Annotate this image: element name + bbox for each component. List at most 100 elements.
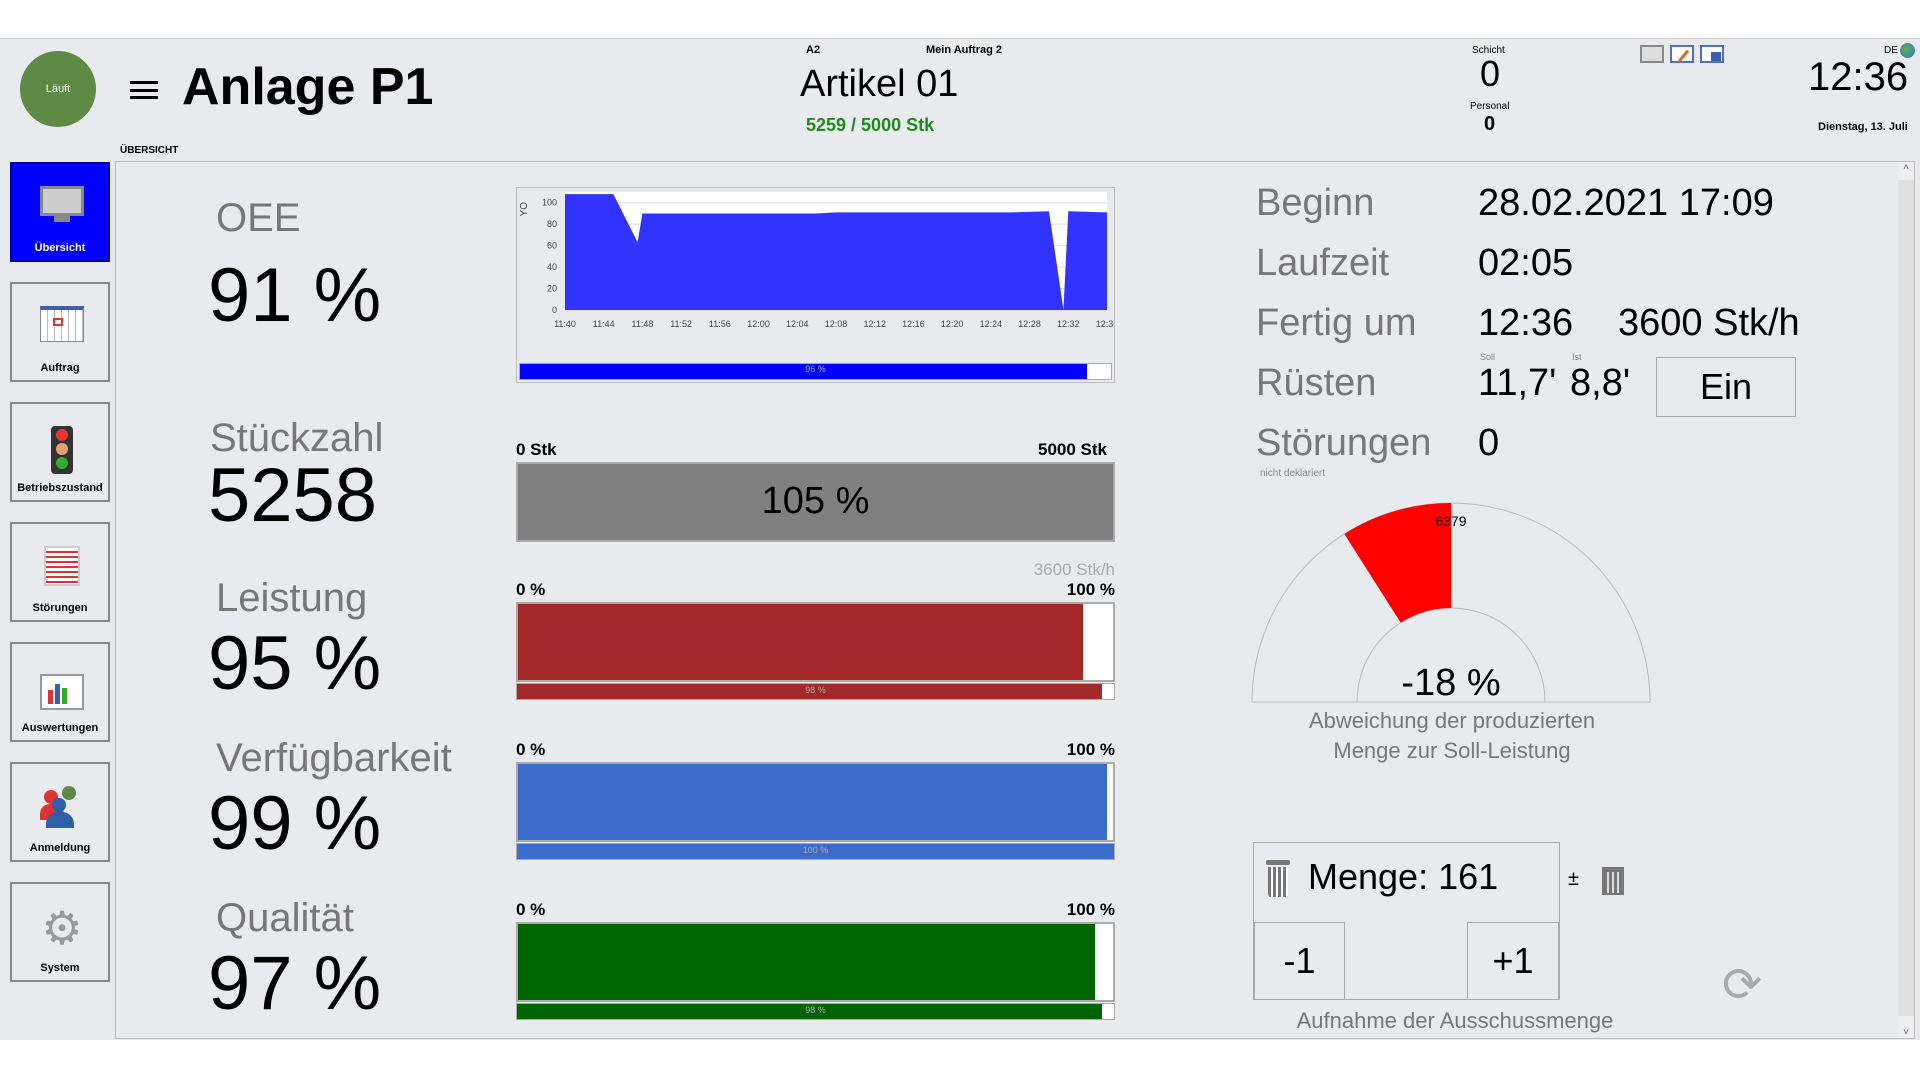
personnel-value: 0 bbox=[1484, 113, 1496, 135]
x-tick-label: 11:40 bbox=[554, 319, 576, 329]
sidebar-item-label: Störungen bbox=[32, 602, 88, 614]
x-tick-label: 12:08 bbox=[825, 319, 848, 329]
sidebar-item-anmeldung[interactable]: Anmeldung bbox=[10, 762, 110, 862]
setup-label: Rüsten bbox=[1256, 362, 1377, 404]
sidebar-item-label: Betriebszustand bbox=[17, 482, 103, 494]
runtime-label: Laufzeit bbox=[1256, 242, 1390, 284]
users-icon bbox=[40, 786, 84, 830]
finish-value: 12:36 bbox=[1478, 302, 1574, 344]
sidebar-item-betriebszustand[interactable]: Betriebszustand bbox=[10, 402, 110, 502]
order-code: A2 bbox=[806, 44, 821, 56]
x-tick-label: 11:52 bbox=[670, 319, 692, 329]
performance-max: 100 % bbox=[1066, 580, 1115, 599]
x-tick-label: 12:00 bbox=[747, 319, 770, 329]
chart-svg: 0 20 40 60 80 100 11:40 11:44 11:48 11:52 11:56 12:… bbox=[519, 192, 1114, 329]
count-bar: 105 % bbox=[516, 462, 1115, 542]
gauge-caption-2: Menge zur Soll-Leistung bbox=[1333, 738, 1571, 763]
status-indicator: Läuft bbox=[20, 51, 96, 127]
setup-actual-label: Ist bbox=[1572, 352, 1582, 362]
scrollbar[interactable]: ˄ ˅ bbox=[1898, 162, 1914, 1038]
gauge-caption-1: Abweichung der produzierten bbox=[1308, 708, 1596, 733]
breadcrumb: ÜBERSICHT bbox=[120, 145, 179, 156]
traffic-light-icon bbox=[51, 426, 73, 474]
x-tick-label: 12:36 bbox=[1096, 319, 1114, 329]
edit-layout-icon[interactable] bbox=[1670, 45, 1694, 63]
quality-label: Qualität bbox=[216, 896, 354, 940]
sidebar-item-label: Anmeldung bbox=[29, 842, 91, 854]
order-name: Mein Auftrag 2 bbox=[926, 44, 1002, 56]
start-label: Beginn bbox=[1256, 182, 1375, 224]
availability-value: 99 % bbox=[208, 781, 382, 866]
plus-minus-toggle[interactable]: ± bbox=[1568, 868, 1579, 890]
sidebar-item-system[interactable]: ⚙ System bbox=[10, 882, 110, 982]
x-tick-label: 12:24 bbox=[980, 319, 1003, 329]
x-tick-label: 11:48 bbox=[631, 319, 653, 329]
availability-sub-text: 100 % bbox=[802, 845, 829, 855]
trash-icon bbox=[1266, 860, 1290, 898]
save-layout-icon[interactable] bbox=[1700, 45, 1724, 63]
count-value: 5258 bbox=[208, 453, 378, 538]
article-name: Artikel 01 bbox=[800, 63, 959, 105]
runtime-value: 02:05 bbox=[1478, 242, 1574, 284]
plus-one-button[interactable]: +1 bbox=[1467, 922, 1559, 1000]
gauge-outer-arc bbox=[1251, 502, 1651, 703]
globe-icon[interactable] bbox=[1900, 43, 1915, 58]
sidebar-item-label: System bbox=[40, 962, 80, 974]
rate-value: 3600 Stk/h bbox=[1618, 302, 1800, 344]
language-label[interactable]: DE bbox=[1884, 45, 1898, 56]
availability-max: 100 % bbox=[1066, 740, 1115, 759]
setup-target-label: Soll bbox=[1480, 352, 1496, 362]
y-axis-label: YO bbox=[519, 202, 530, 217]
quality-fill bbox=[518, 924, 1096, 1000]
faults-note: nicht deklariert bbox=[1260, 468, 1326, 479]
oee-value: 91 % bbox=[208, 253, 382, 338]
layout-icon[interactable] bbox=[1640, 45, 1664, 63]
minus-one-button[interactable]: -1 bbox=[1254, 922, 1345, 1000]
menu-icon[interactable] bbox=[130, 81, 158, 99]
x-tick-label: 12:32 bbox=[1057, 319, 1080, 329]
setup-target: 11,7' bbox=[1478, 362, 1557, 404]
gauge-value: -18 % bbox=[1401, 662, 1500, 704]
sidebar-item-stoerungen[interactable]: Störungen bbox=[10, 522, 110, 622]
quality-bar bbox=[516, 922, 1115, 1002]
performance-sub-fill bbox=[517, 684, 1103, 699]
faults-value: 0 bbox=[1478, 422, 1500, 464]
setup-on-button[interactable]: Ein bbox=[1656, 357, 1796, 417]
finish-label: Fertig um bbox=[1256, 302, 1417, 344]
oee-area-series bbox=[565, 194, 1107, 310]
oee-trend-chart: 0 20 40 60 80 100 11:40 11:44 11:48 11:52 11:56 12:… bbox=[516, 187, 1115, 383]
calculator-icon[interactable] bbox=[1602, 867, 1624, 895]
availability-label: Verfügbarkeit bbox=[216, 736, 452, 780]
y-tick-label: 60 bbox=[547, 241, 557, 251]
quality-min: 0 % bbox=[516, 900, 546, 919]
faults-label: Störungen bbox=[1256, 422, 1432, 464]
scrap-caption: Aufnahme der Ausschussmenge bbox=[1296, 1008, 1614, 1033]
availability-bar bbox=[516, 762, 1115, 842]
scrap-quantity: Menge: 161 bbox=[1308, 856, 1499, 897]
sidebar-item-uebersicht[interactable]: Übersicht bbox=[10, 162, 110, 262]
deviation-gauge: 6379 -18 % bbox=[1251, 502, 1651, 704]
sidebar-item-label: Auftrag bbox=[40, 362, 80, 374]
list-icon bbox=[44, 546, 80, 586]
sidebar-item-auftrag[interactable]: Auftrag bbox=[10, 282, 110, 382]
quality-sub-bar: 98 % bbox=[516, 1003, 1115, 1020]
performance-bar bbox=[516, 602, 1115, 682]
gauge-inner-arc bbox=[1356, 607, 1546, 703]
clock-time: 12:36 bbox=[1808, 55, 1909, 99]
x-tick-label: 12:28 bbox=[1018, 319, 1041, 329]
sidebar-item-auswertungen[interactable]: Auswertungen bbox=[10, 642, 110, 742]
gauge-label: 6379 bbox=[1435, 513, 1466, 529]
calendar-icon bbox=[40, 306, 84, 342]
scrap-panel bbox=[1253, 842, 1560, 1000]
quality-max: 100 % bbox=[1066, 900, 1115, 919]
chart-progress: 96 % bbox=[519, 363, 1112, 380]
availability-sub-fill bbox=[517, 844, 1114, 859]
start-value: 28.02.2021 17:09 bbox=[1478, 182, 1774, 224]
x-tick-label: 12:20 bbox=[941, 319, 964, 329]
personnel-label: Personal bbox=[1470, 101, 1510, 112]
refresh-icon[interactable]: ⟳ bbox=[1722, 959, 1763, 1012]
setup-actual: 8,8' bbox=[1570, 362, 1631, 404]
x-tick-label: 12:04 bbox=[786, 319, 809, 329]
performance-value: 95 % bbox=[208, 621, 382, 706]
report-chart-icon bbox=[40, 674, 84, 710]
